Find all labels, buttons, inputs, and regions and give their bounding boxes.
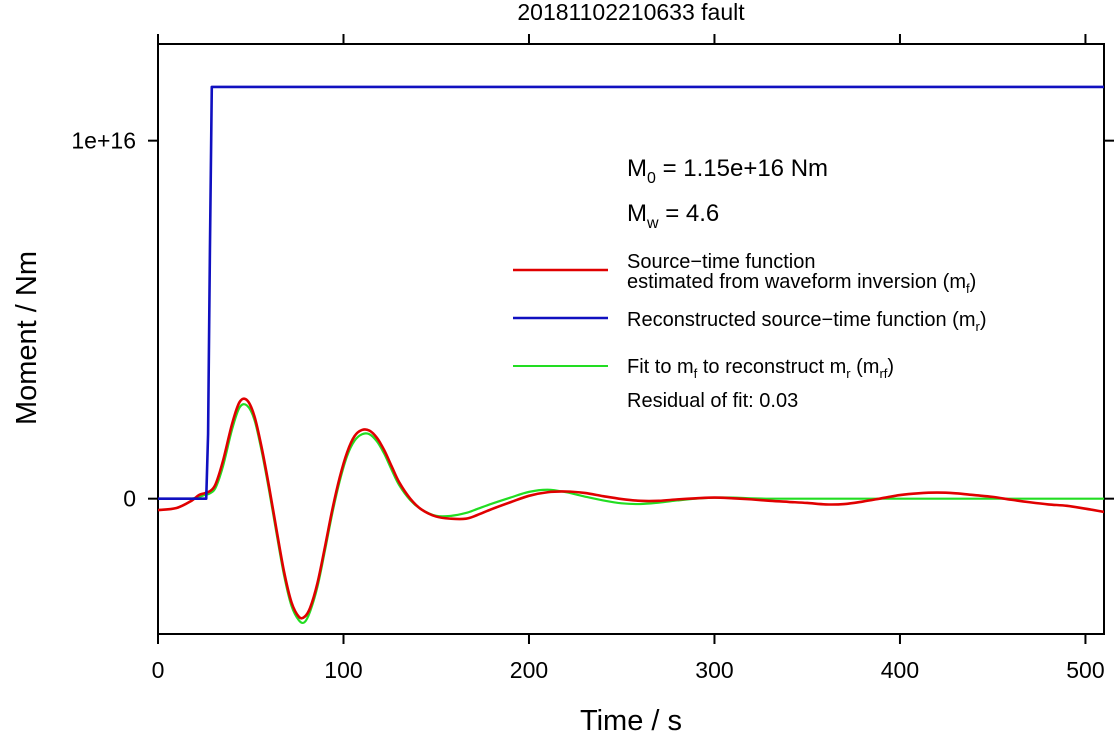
x-tick-label: 200 <box>510 657 548 683</box>
mw-value: = 4.6 <box>659 200 720 227</box>
legend-red-line2: estimated from waveform inversion (mf) <box>627 271 976 296</box>
x-tick-label: 500 <box>1066 657 1104 683</box>
x-tick-label: 300 <box>695 657 733 683</box>
series-line-green <box>158 403 1104 625</box>
legend-green-label: Fit to mf to reconstruct mr (mrf) <box>627 356 894 381</box>
plot-frame <box>157 43 1105 635</box>
chart-title: 20181102210633 fault <box>517 0 745 25</box>
annotation-mw: Mw = 4.6 <box>627 200 719 232</box>
series-line-blue <box>158 85 1104 500</box>
x-tick-label: 100 <box>324 657 362 683</box>
m0-value: = 1.15e+16 Nm <box>656 155 828 182</box>
legend-blue-label: Reconstructed source−time function (mr) <box>627 309 987 334</box>
m0-symbol: M <box>627 155 647 182</box>
y-tick-label: 0 <box>123 486 136 512</box>
annotation-residual: Residual of fit: 0.03 <box>627 390 798 412</box>
y-axis-ticks: 0 1e+16 <box>71 128 1114 512</box>
legend-red-line1: Source−time function <box>627 251 815 273</box>
x-axis-ticks: 0 100 200 300 400 500 <box>152 34 1105 683</box>
m0-subscript: 0 <box>647 170 656 187</box>
annotation-m0: M0 = 1.15e+16 Nm <box>627 155 828 187</box>
x-tick-label: 0 <box>152 657 165 683</box>
x-tick-label: 400 <box>881 657 919 683</box>
legend: Source−time function estimated from wave… <box>513 251 987 412</box>
mw-symbol: M <box>627 200 647 227</box>
series-layer <box>158 85 1104 625</box>
y-tick-label: 1e+16 <box>71 128 136 154</box>
x-axis-label: Time / s <box>580 705 682 736</box>
y-axis-label: Moment / Nm <box>11 251 43 425</box>
series-line-red <box>158 397 1104 620</box>
mw-subscript: w <box>646 215 659 232</box>
